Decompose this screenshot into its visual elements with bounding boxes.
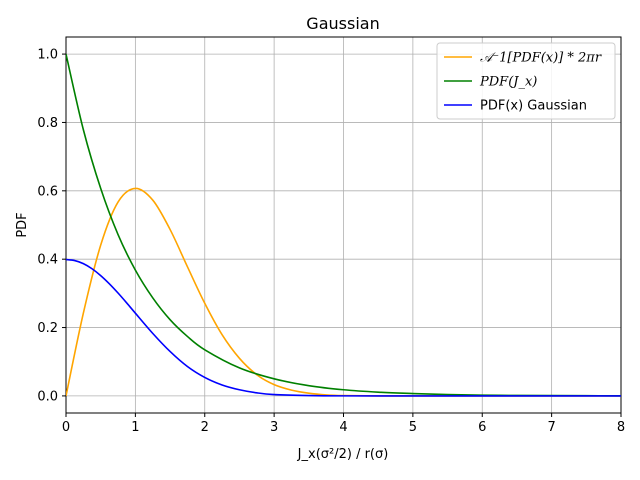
y-tick-label: 0.8 bbox=[37, 116, 58, 131]
series-lines bbox=[66, 53, 621, 397]
y-tick-label: 0.2 bbox=[37, 321, 58, 336]
x-tick-label: 0 bbox=[62, 420, 70, 435]
x-tick-label: 1 bbox=[131, 420, 139, 435]
x-tick-label: 2 bbox=[201, 420, 209, 435]
x-tick-label: 8 bbox=[617, 420, 625, 435]
x-tick-label: 4 bbox=[339, 420, 347, 435]
legend: 𝒜⁻1[PDF(x)] * 2πr PDF(J_x) PDF(x) Gaussian bbox=[436, 42, 616, 120]
y-tick-label: 0.0 bbox=[37, 389, 58, 404]
legend-label-2: PDF(x) Gaussian bbox=[480, 99, 587, 114]
x-tick-label: 7 bbox=[547, 420, 555, 435]
chart-title: Gaussian bbox=[306, 14, 379, 33]
y-tick-label: 0.6 bbox=[37, 184, 58, 199]
y-tick-label: 1.0 bbox=[37, 48, 58, 63]
series-line-2 bbox=[66, 258, 621, 397]
legend-label-1: PDF(J_x) bbox=[479, 75, 537, 90]
x-tick-label: 6 bbox=[478, 420, 486, 435]
grid-lines bbox=[65, 37, 622, 413]
y-axis-label: PDF bbox=[15, 212, 30, 237]
y-tick-label: 0.4 bbox=[37, 253, 58, 268]
x-axis-label: J_x(σ²/2) / r(σ) bbox=[297, 447, 389, 462]
legend-box bbox=[436, 42, 616, 120]
legend-label-0: 𝒜⁻1[PDF(x)] * 2πr bbox=[480, 51, 602, 66]
x-tick-label: 3 bbox=[270, 420, 278, 435]
axis-ticks: 0 1 2 3 4 5 6 7 8 0.0 0.2 0.4 0.6 0.8 1.0 bbox=[37, 48, 625, 435]
x-tick-label: 5 bbox=[409, 420, 417, 435]
